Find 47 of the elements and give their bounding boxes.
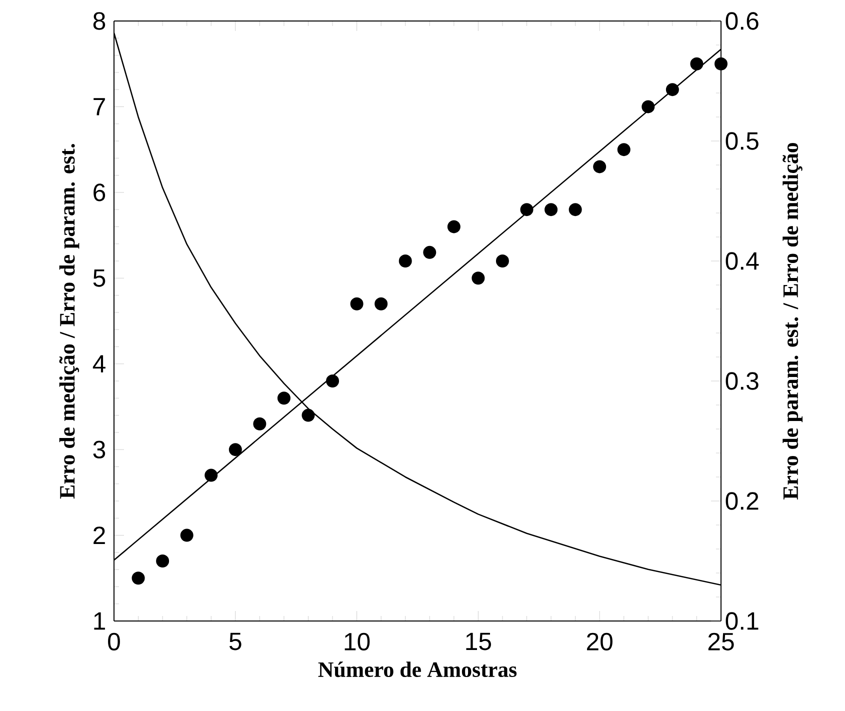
point [593, 160, 606, 174]
point [204, 468, 218, 482]
y2-tick-label: 0.4 [726, 252, 759, 270]
point [617, 143, 630, 156]
point [180, 528, 194, 542]
point [350, 297, 364, 310]
point [690, 57, 704, 70]
point [277, 392, 290, 405]
point [253, 417, 266, 430]
y2-axis-title: Erro de param. est. / Erro de medição [782, 142, 803, 500]
point [398, 254, 412, 268]
point [666, 83, 679, 96]
y-tick-label: 1 [94, 612, 105, 630]
point [447, 220, 460, 234]
y-tick-label: 7 [94, 98, 105, 116]
y2-tick-label: 0.1 [726, 612, 758, 630]
point [472, 272, 485, 285]
point [132, 572, 145, 585]
point [302, 408, 315, 422]
point [374, 297, 388, 310]
x-tick-label: 25 [708, 632, 734, 650]
x-tick-label: 5 [229, 632, 242, 650]
y2-tick-label: 0.2 [726, 492, 758, 510]
y-tick-label: 8 [93, 12, 106, 30]
point [568, 203, 582, 216]
x-tick-label: 10 [344, 632, 370, 650]
point [326, 374, 340, 388]
x-tick-label: 15 [466, 632, 492, 650]
point [544, 203, 558, 216]
y-tick-label: 4 [92, 355, 106, 372]
point [423, 246, 436, 259]
point [496, 254, 509, 268]
x-axis-title: Número de Amostras [318, 662, 517, 678]
y-tick-label: 2 [94, 526, 105, 544]
y2-tick-label: 0.6 [726, 12, 758, 30]
y-axis-title: Erro de medição / Erro de param. est. [59, 144, 80, 499]
y-tick-label: 3 [93, 440, 106, 458]
point [228, 443, 242, 456]
point [642, 100, 655, 114]
point [520, 203, 534, 216]
y-tick-label: 6 [94, 184, 106, 202]
x-tick-label: 0 [108, 632, 120, 650]
y2-tick-label: 0.5 [726, 132, 758, 150]
x-tick-label: 20 [587, 632, 612, 650]
y-tick-label: 5 [93, 269, 106, 287]
point [156, 554, 170, 568]
y2-tick-label: 0.3 [726, 372, 758, 390]
